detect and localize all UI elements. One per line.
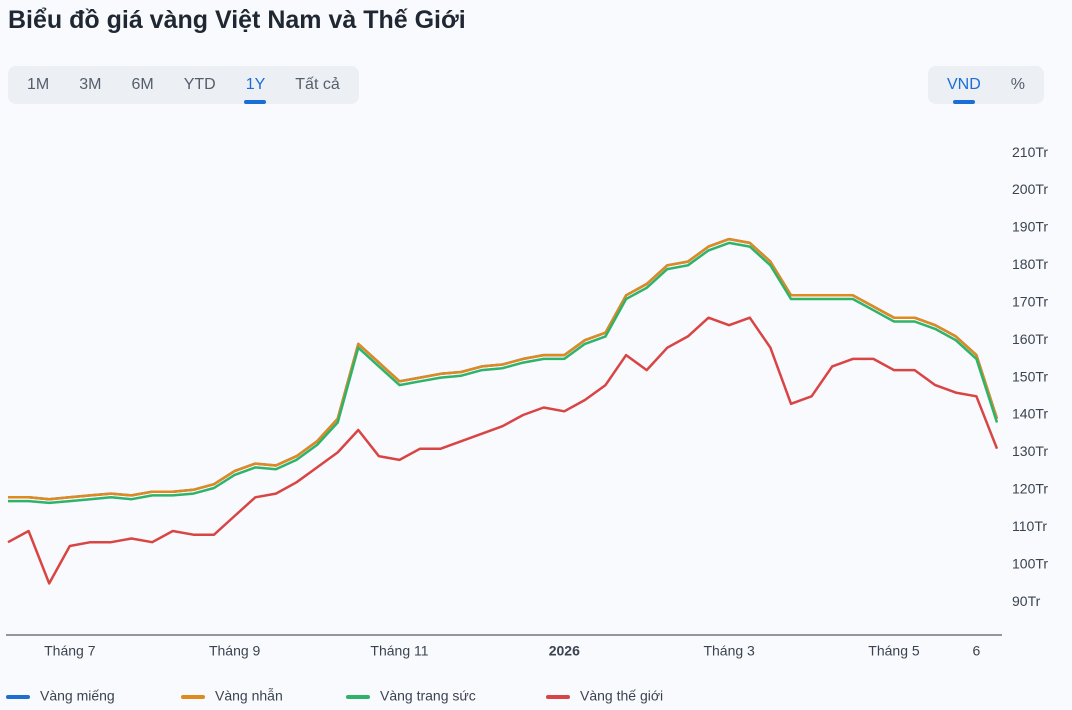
tab-button[interactable]: YTD <box>183 76 216 93</box>
y-tick-label: 110Tr <box>1012 518 1047 534</box>
x-tick-label: Tháng 3 <box>703 643 755 659</box>
series-line <box>8 241 999 505</box>
tab-button[interactable]: 6M <box>131 76 154 93</box>
x-tick-label: Tháng 7 <box>44 643 96 659</box>
y-tick-label: 190Tr <box>1012 219 1048 235</box>
y-tick-label: 100Tr <box>1012 555 1048 571</box>
range-selector: 1M 3M 6M YTD 1Y Tất cả <box>8 66 359 104</box>
x-tick-label: Tháng 9 <box>209 643 261 659</box>
x-tick-label: 6 <box>972 643 980 659</box>
tab-button[interactable]: % <box>1010 76 1026 93</box>
legend-label: Vàng thế giới <box>580 688 663 704</box>
series-line <box>7 316 999 585</box>
x-tick-label: Tháng 11 <box>370 643 428 659</box>
x-tick-label: Tháng 5 <box>868 643 920 659</box>
y-tick-label: 200Tr <box>1012 181 1048 197</box>
legend-label: Vàng trang sức <box>380 688 476 704</box>
y-tick-label: 180Tr <box>1012 256 1048 272</box>
y-tick-label: 210Tr <box>1012 144 1048 160</box>
y-tick-label: 120Tr <box>1012 481 1048 497</box>
y-tick-label: 160Tr <box>1012 331 1048 347</box>
y-tick-label: 130Tr <box>1012 443 1048 459</box>
x-tick-label: 2026 <box>549 643 580 659</box>
page-title: Biểu đồ giá vàng Việt Nam và Thế Giới <box>8 6 466 34</box>
series-line <box>8 237 999 501</box>
y-tick-label: 150Tr <box>1012 368 1048 384</box>
tab-button[interactable]: 3M <box>79 76 102 93</box>
legend-label: Vàng nhẫn <box>215 688 283 704</box>
legend-label: Vàng miếng <box>40 688 115 704</box>
y-tick-label: 90Tr <box>1012 593 1041 609</box>
y-tick-label: 170Tr <box>1012 293 1048 309</box>
unit-selector: VND% <box>928 66 1045 104</box>
tab-button[interactable]: 1M <box>27 76 50 93</box>
tab-button[interactable]: VND <box>932 66 996 104</box>
tab-button[interactable]: Tất cả <box>295 76 340 93</box>
y-tick-label: 140Tr <box>1012 406 1048 422</box>
tab-button[interactable]: 1Y <box>231 66 281 104</box>
